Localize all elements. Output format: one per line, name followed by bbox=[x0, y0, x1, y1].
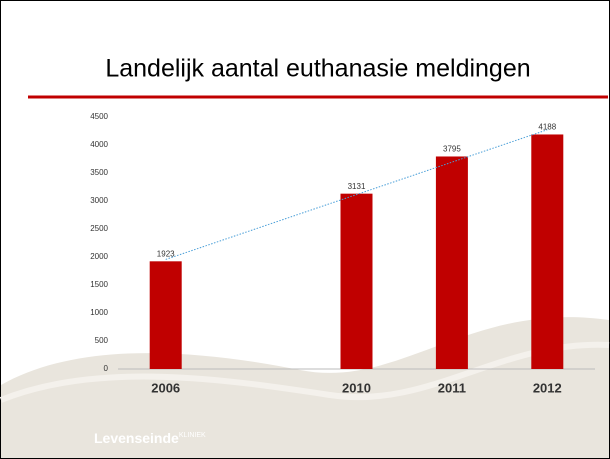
footer-brand: Levenseinde bbox=[94, 430, 179, 446]
chart-title: Landelijk aantal euthanasie meldingen bbox=[105, 55, 530, 83]
footer-logo: LevenseindeKLINIEK bbox=[94, 430, 206, 446]
bar bbox=[435, 156, 468, 369]
data-label: 4188 bbox=[538, 123, 556, 132]
y-tick-label: 500 bbox=[95, 336, 109, 345]
footer-suffix: KLINIEK bbox=[179, 432, 206, 439]
data-label: 3795 bbox=[443, 145, 461, 154]
y-tick-label: 3000 bbox=[90, 196, 108, 205]
bar bbox=[340, 193, 373, 369]
x-tick-label: 2006 bbox=[151, 380, 180, 395]
data-label: 1923 bbox=[157, 249, 175, 258]
bar bbox=[149, 261, 182, 369]
trendline bbox=[165, 129, 548, 260]
bar bbox=[531, 134, 564, 369]
x-tick-label: 2010 bbox=[342, 380, 371, 395]
wave-highlight bbox=[0, 341, 610, 403]
y-tick-label: 1500 bbox=[90, 280, 108, 289]
x-tick-label: 2011 bbox=[438, 380, 466, 395]
y-tick-label: 2500 bbox=[90, 224, 108, 233]
y-tick-label: 4500 bbox=[90, 112, 108, 121]
y-tick-label: 1000 bbox=[90, 308, 108, 317]
data-label: 3131 bbox=[348, 182, 366, 191]
y-tick-label: 4000 bbox=[90, 140, 108, 149]
x-tick-label: 2012 bbox=[533, 380, 562, 395]
y-tick-label: 3500 bbox=[90, 168, 108, 177]
y-tick-label: 2000 bbox=[90, 252, 108, 261]
y-tick-label: 0 bbox=[104, 364, 109, 373]
